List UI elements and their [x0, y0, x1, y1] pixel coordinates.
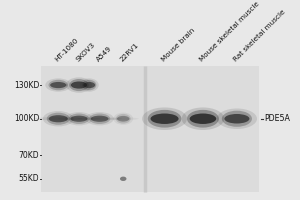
Ellipse shape [190, 114, 216, 124]
Ellipse shape [43, 111, 74, 126]
Ellipse shape [85, 112, 114, 125]
Ellipse shape [113, 113, 133, 125]
Ellipse shape [83, 82, 95, 88]
Ellipse shape [45, 78, 71, 92]
Text: HT-1080: HT-1080 [54, 37, 80, 62]
Ellipse shape [187, 110, 219, 128]
Ellipse shape [69, 79, 89, 91]
Text: Mouse brain: Mouse brain [160, 27, 196, 62]
Text: 70KD: 70KD [19, 151, 39, 160]
Ellipse shape [50, 82, 66, 88]
Ellipse shape [91, 116, 109, 122]
Ellipse shape [80, 78, 99, 92]
Ellipse shape [120, 177, 127, 181]
Ellipse shape [47, 113, 70, 125]
FancyBboxPatch shape [40, 66, 259, 192]
Text: 55KD: 55KD [19, 174, 39, 183]
Ellipse shape [58, 117, 100, 120]
Ellipse shape [65, 112, 93, 125]
Ellipse shape [89, 114, 110, 124]
Ellipse shape [71, 81, 87, 89]
Ellipse shape [148, 110, 182, 128]
Ellipse shape [69, 114, 89, 124]
Ellipse shape [182, 107, 224, 130]
Text: A549: A549 [95, 45, 113, 62]
Text: Rat skeletal muscle: Rat skeletal muscle [233, 8, 287, 62]
Text: 22RV1: 22RV1 [119, 41, 140, 62]
Ellipse shape [77, 117, 122, 120]
Ellipse shape [151, 114, 178, 124]
Ellipse shape [66, 77, 92, 93]
Ellipse shape [217, 108, 257, 129]
Ellipse shape [142, 107, 187, 130]
Ellipse shape [117, 116, 129, 122]
Ellipse shape [49, 115, 68, 122]
Text: Mouse skeletal muscle: Mouse skeletal muscle [199, 0, 261, 62]
Ellipse shape [224, 114, 250, 124]
Ellipse shape [222, 111, 252, 127]
Ellipse shape [49, 80, 68, 90]
Ellipse shape [34, 117, 82, 120]
Text: 130KD: 130KD [14, 81, 39, 90]
Text: PDE5A: PDE5A [264, 114, 290, 123]
Text: 100KD: 100KD [14, 114, 39, 123]
Ellipse shape [116, 114, 131, 124]
Text: SKOV3: SKOV3 [75, 41, 96, 62]
Ellipse shape [70, 116, 88, 122]
Ellipse shape [82, 80, 96, 90]
